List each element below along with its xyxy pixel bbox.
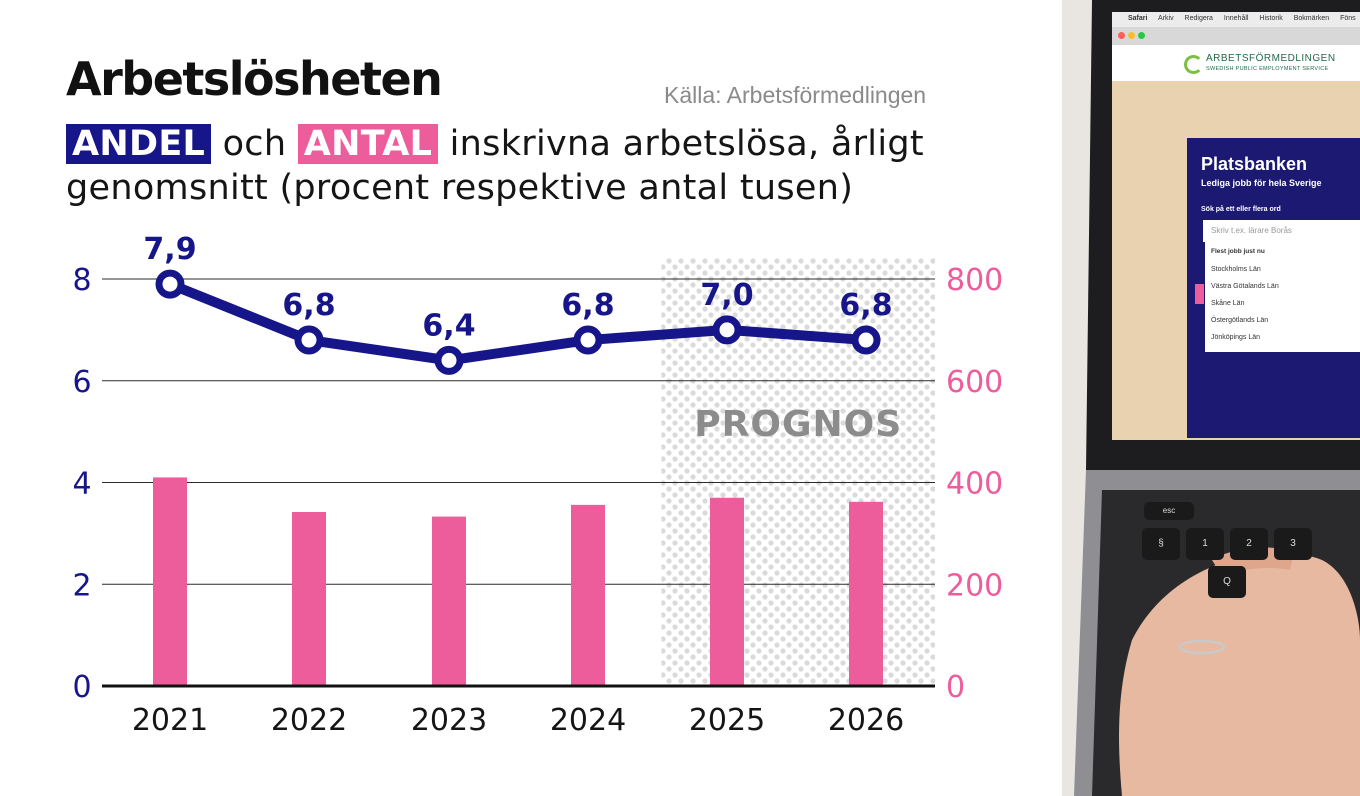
x-tick-label: 2026 (828, 703, 904, 738)
y-right-tick-label: 800 (946, 263, 1003, 298)
platsbanken-panel: Platsbanken Lediga jobb för hela Sverige… (1187, 138, 1360, 438)
arbetsformedlingen-logo-icon[interactable] (1184, 55, 1203, 74)
andel-data-label: 6,8 (282, 288, 335, 323)
maximize-window-icon[interactable] (1138, 32, 1145, 39)
site-tagline: SWEDISH PUBLIC EMPLOYMENT SERVICE (1206, 66, 1329, 72)
y-right-tick-label: 400 (946, 467, 1003, 502)
list-item[interactable]: Stockholms Län (1211, 266, 1261, 273)
list-item[interactable]: Jönköpings Län (1211, 334, 1261, 341)
panel-title: Platsbanken (1201, 154, 1308, 174)
list-item[interactable]: Västra Götalands Län (1211, 283, 1279, 290)
antal-bar (292, 512, 326, 686)
region-suggestion-list: Flest jobb just nu Stockholms Län Västra… (1205, 242, 1360, 352)
andel-tag: ANDEL (66, 124, 212, 164)
site-name: ARBETSFÖRMEDLINGEN (1206, 53, 1336, 64)
source-note: Källa: Arbetsförmedlingen (664, 82, 927, 108)
x-tick-label: 2023 (411, 703, 487, 738)
antal-bar (710, 497, 744, 686)
andel-point (294, 325, 324, 355)
y-left-tick-label: 0 (72, 670, 91, 705)
menu-fonster[interactable]: Föns (1340, 15, 1356, 22)
andel-data-label: 6,4 (422, 308, 475, 343)
close-window-icon[interactable] (1118, 32, 1125, 39)
x-tick-label: 2024 (550, 703, 626, 738)
menu-arkiv[interactable]: Arkiv (1158, 15, 1174, 22)
chart-subtitle: ANDEL och ANTAL inskrivna arbetslösa, år… (66, 122, 996, 210)
list-item[interactable]: Skåne Län (1211, 300, 1245, 307)
andel-point (434, 345, 464, 375)
site-header: ARBETSFÖRMEDLINGEN SWEDISH PUBLIC EMPLOY… (1112, 45, 1360, 81)
andel-data-label: 6,8 (839, 288, 892, 323)
mac-menu-bar: Safari Arkiv Redigera Innehåll Historik … (1112, 12, 1360, 27)
y-left-tick-label: 8 (72, 263, 91, 298)
menu-bokmarken[interactable]: Bokmärken (1293, 15, 1330, 22)
antal-bar (153, 477, 187, 686)
x-tick-label: 2022 (271, 703, 347, 738)
y-left-tick-label: 4 (72, 467, 91, 502)
antal-tag: ANTAL (297, 124, 439, 164)
andel-point (155, 269, 185, 299)
forecast-label: PROGNOS (694, 404, 902, 445)
key-2[interactable]: 2 (1230, 528, 1268, 560)
list-item[interactable]: Östergötlands Län (1211, 317, 1269, 324)
forecast-area (661, 258, 935, 686)
section-key[interactable]: § (1142, 528, 1180, 560)
andel-point (712, 315, 742, 345)
subtitle-rest: inskrivna arbetslösa, årligt (449, 124, 924, 164)
andel-point (851, 325, 881, 355)
antal-bar (571, 504, 605, 686)
list-heading: Flest jobb just nu (1211, 248, 1265, 255)
pink-tab-marker (1195, 284, 1204, 304)
andel-data-label: 7,0 (700, 278, 753, 313)
y-right-tick-label: 0 (946, 670, 965, 705)
unemployment-chart: PROGNOS 0 2 4 6 8 0 200 400 600 800 2021 2022 2023 2… (72, 232, 1003, 738)
y-right-tick-label: 200 (946, 568, 1003, 603)
andel-data-label: 6,8 (561, 288, 614, 323)
browser-tabbar (1112, 27, 1360, 45)
menu-safari[interactable]: Safari (1128, 15, 1148, 22)
menu-innehall[interactable]: Innehåll (1223, 15, 1249, 22)
antal-bar (432, 516, 466, 686)
y-left-tick-label: 6 (72, 365, 91, 400)
menu-historik[interactable]: Historik (1259, 15, 1283, 22)
antal-bar (849, 501, 883, 686)
key-3[interactable]: 3 (1274, 528, 1312, 560)
minimize-window-icon[interactable] (1128, 32, 1135, 39)
y-left-tick-label: 2 (72, 568, 91, 603)
y-right-tick-label: 600 (946, 365, 1003, 400)
andel-data-label: 7,9 (143, 232, 196, 267)
laptop-photo: Safari Arkiv Redigera Innehåll Historik … (1062, 0, 1360, 796)
x-tick-label: 2025 (689, 703, 765, 738)
subtitle-line2: genomsnitt (procent respektive antal tus… (66, 168, 854, 208)
x-tick-label: 2021 (132, 703, 208, 738)
chart-title: Arbetslösheten (66, 52, 443, 106)
andel-point (573, 325, 603, 355)
search-label: Sök på ett eller flera ord (1201, 206, 1281, 213)
menu-redigera[interactable]: Redigera (1184, 15, 1213, 22)
panel-subtitle: Lediga jobb för hela Sverige (1201, 178, 1322, 188)
subtitle-och: och (222, 124, 287, 164)
esc-key[interactable]: esc (1144, 502, 1194, 520)
job-search-input[interactable]: Skriv t.ex. lärare Borås (1203, 220, 1360, 242)
andel-line (165, 279, 871, 366)
key-1[interactable]: 1 (1186, 528, 1224, 560)
key-q[interactable]: Q (1208, 566, 1246, 598)
